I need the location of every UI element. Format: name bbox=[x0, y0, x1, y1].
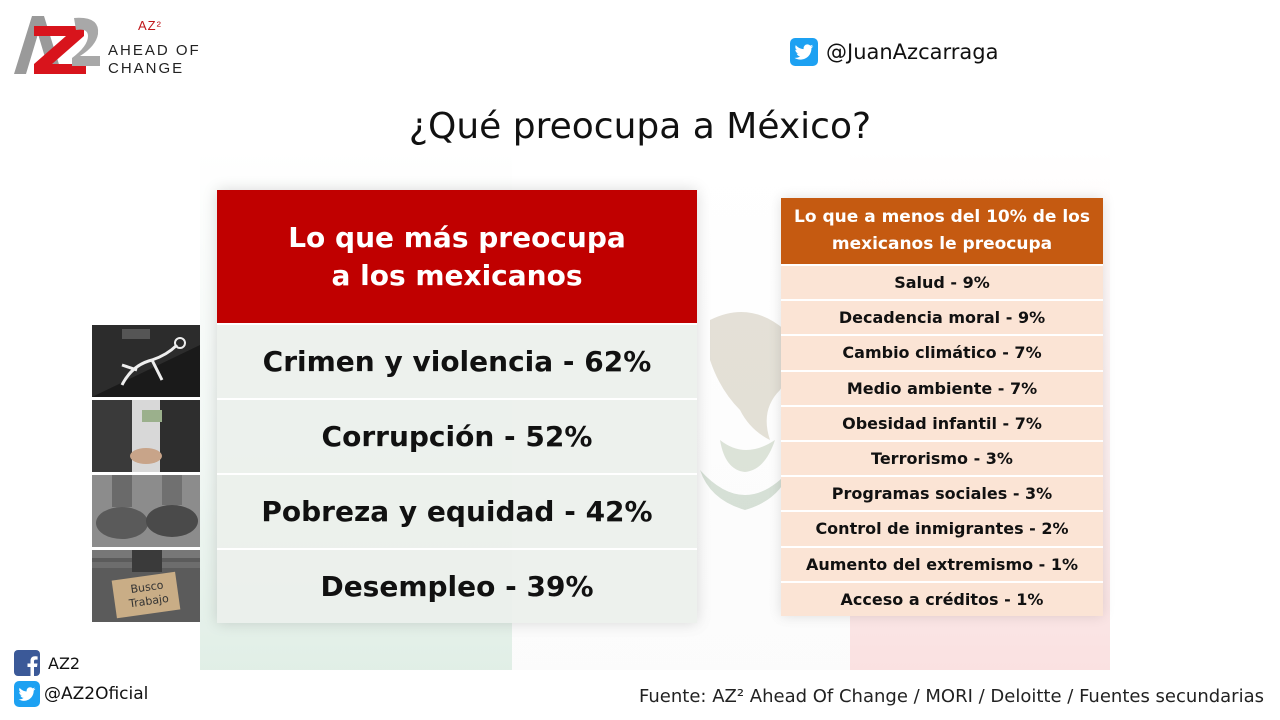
logo-superscript: AZ² bbox=[138, 18, 162, 33]
logo-line2: CHANGE bbox=[108, 60, 185, 77]
main-table-header: Lo que más preocupa a los mexicanos bbox=[217, 190, 697, 323]
table-row: Terrorismo - 3% bbox=[781, 439, 1103, 476]
logo-line1: AHEAD OF bbox=[108, 42, 201, 59]
twitter-handle-top[interactable]: @JuanAzcarraga bbox=[790, 38, 998, 66]
table-row: Salud - 9% bbox=[781, 264, 1103, 300]
crime-scene-photo bbox=[92, 325, 200, 397]
twitter-link-bottom[interactable]: @AZ2Oficial bbox=[14, 681, 148, 707]
side-table-header: Lo que a menos del 10% de los mexicanos … bbox=[781, 198, 1103, 264]
facebook-link[interactable]: AZ2 bbox=[14, 650, 80, 676]
table-row: Medio ambiente - 7% bbox=[781, 369, 1103, 405]
table-row: Corrupción - 52% bbox=[217, 398, 697, 473]
source-note: Fuente: AZ² Ahead Of Change / MORI / Del… bbox=[639, 686, 1264, 707]
table-row: Cambio climático - 7% bbox=[781, 334, 1103, 370]
side-header-line2: mexicanos le preocupa bbox=[831, 234, 1053, 254]
az2-logo: AZ² AHEAD OF CHANGE bbox=[12, 12, 212, 82]
worn-shoes-photo bbox=[92, 475, 200, 547]
main-concerns-table: Lo que más preocupa a los mexicanos Crim… bbox=[217, 190, 697, 623]
table-row: Programas sociales - 3% bbox=[781, 475, 1103, 511]
table-row: Decadencia moral - 9% bbox=[781, 299, 1103, 335]
page-title: ¿Qué preocupa a México? bbox=[408, 106, 872, 147]
eagle-emblem-icon bbox=[700, 312, 792, 510]
table-row: Acceso a créditos - 1% bbox=[781, 580, 1103, 616]
table-row: Desempleo - 39% bbox=[217, 548, 697, 623]
table-row: Crimen y violencia - 62% bbox=[217, 323, 697, 398]
facebook-label: AZ2 bbox=[48, 653, 81, 673]
table-row: Obesidad infantil - 7% bbox=[781, 404, 1103, 440]
side-header-line1: Lo que a menos del 10% de los bbox=[794, 207, 1090, 227]
az2-logo-mark-icon bbox=[14, 16, 100, 74]
table-row: Aumento del extremismo - 1% bbox=[781, 545, 1103, 581]
table-row: Control de inmigrantes - 2% bbox=[781, 510, 1103, 546]
main-header-line2: a los mexicanos bbox=[331, 258, 583, 292]
twitter-handle-text: @JuanAzcarraga bbox=[826, 40, 999, 64]
sign-line2: Trabajo bbox=[127, 592, 170, 611]
main-header-line1: Lo que más preocupa bbox=[288, 220, 626, 254]
job-seeker-photo: Busco Trabajo bbox=[92, 550, 200, 622]
handshake-photo bbox=[92, 400, 200, 472]
table-row: Pobreza y equidad - 42% bbox=[217, 473, 697, 548]
photo-strip: Busco Trabajo bbox=[92, 325, 200, 625]
facebook-icon bbox=[14, 650, 40, 676]
twitter-icon bbox=[790, 38, 818, 66]
minor-concerns-table: Lo que a menos del 10% de los mexicanos … bbox=[781, 198, 1103, 616]
twitter-icon bbox=[14, 681, 40, 707]
sign-line1: Busco bbox=[130, 579, 165, 597]
twitter-label: @AZ2Oficial bbox=[44, 684, 149, 704]
